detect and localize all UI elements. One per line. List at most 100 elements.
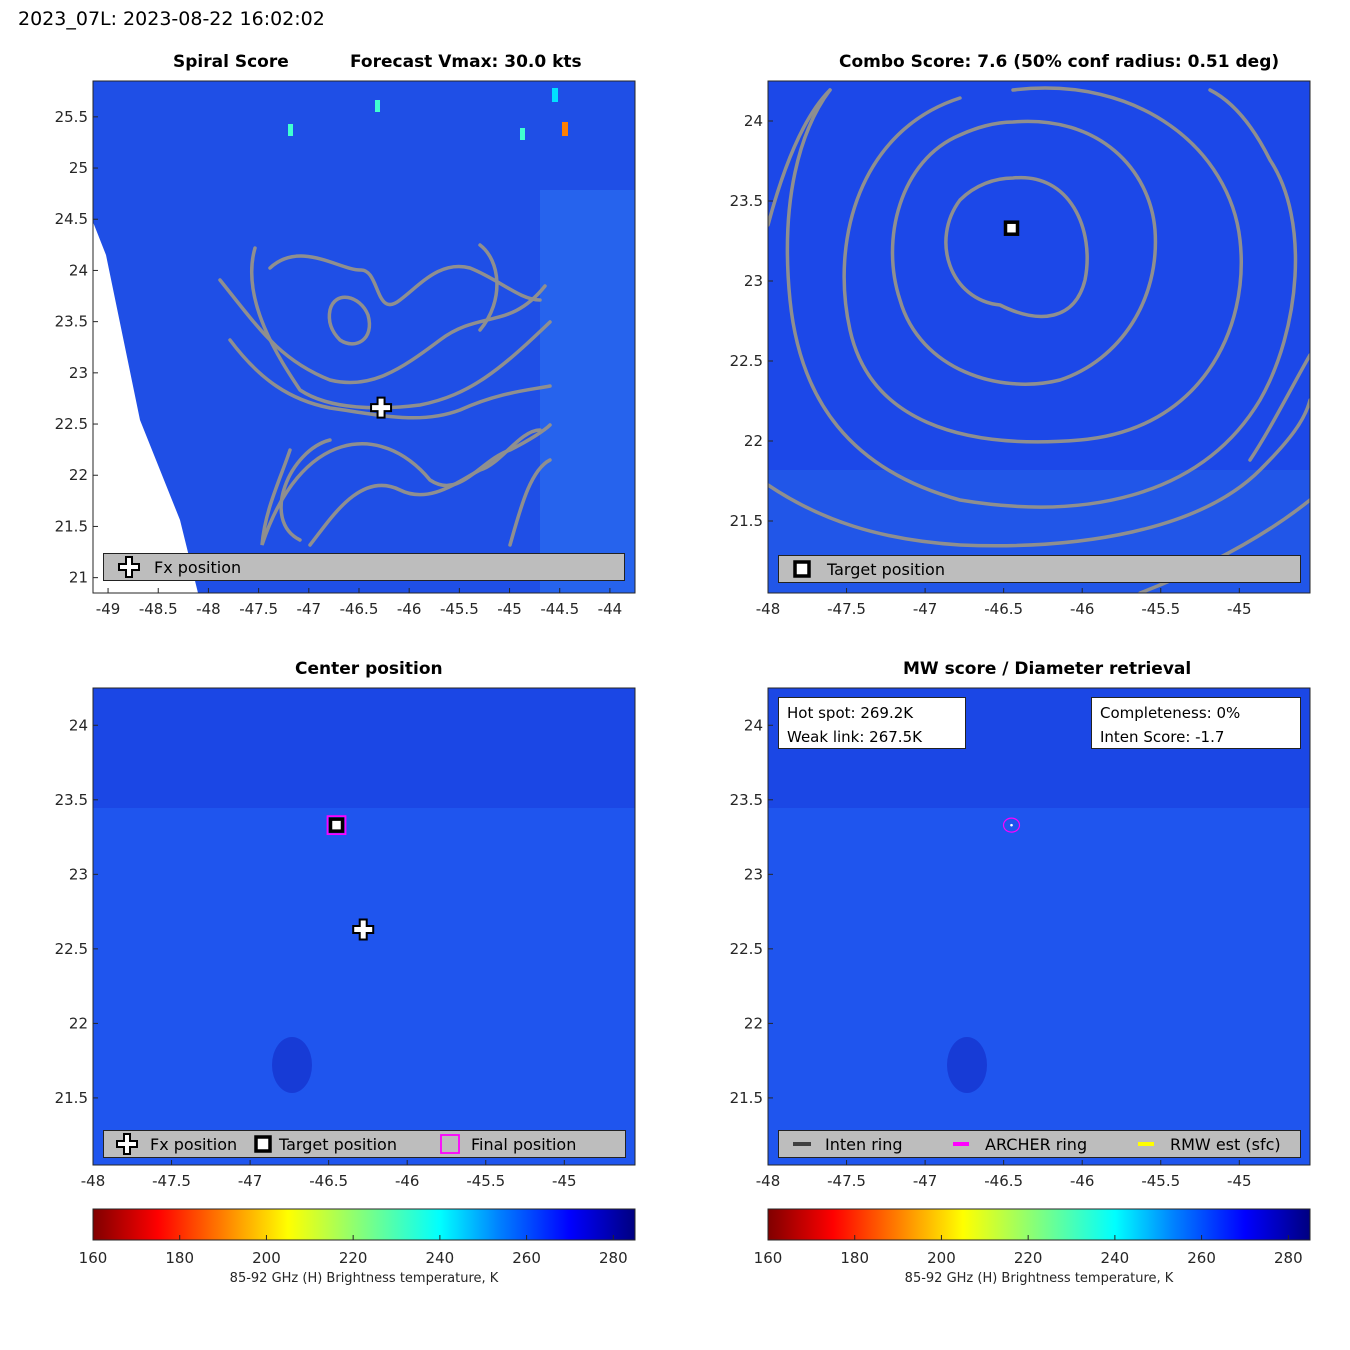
center-ytick-label: 22.5	[55, 940, 88, 958]
combo-ytick-label: 22.5	[730, 352, 763, 370]
spiral-ytick-label: 22.5	[55, 415, 88, 433]
colorbar-right-tick-label: 200	[927, 1249, 956, 1267]
mw-ytick-label: 23.5	[730, 791, 763, 809]
mw-ytick-label: 22	[744, 1014, 763, 1032]
center-xtick-label: -45	[552, 1172, 577, 1190]
mw-hotspot-box: Hot spot: 269.2K Weak link: 267.5K	[778, 697, 966, 749]
mw-axes-frame	[767, 687, 1311, 1166]
spiral-fx-position-marker	[370, 396, 393, 419]
combo-xtick-label: -46.5	[984, 600, 1023, 618]
spiral-hotspot-4	[288, 124, 293, 136]
center-legend-label-target: Target position	[279, 1134, 397, 1154]
combo-ytick-label: 24	[744, 112, 763, 130]
colorbar-right-tick-label: 180	[840, 1249, 869, 1267]
center-heatmap-cold-spot	[272, 1037, 312, 1093]
colorbar-right-tick-label: 260	[1187, 1249, 1216, 1267]
center-heatmap-dark-north	[93, 688, 635, 808]
colorbar-right-gradient	[767, 1208, 1311, 1241]
spiral-panel: -49 -48.5 -48 -47.5 -47 -46.5 -46 -45.5 -45 -44.5…	[55, 80, 636, 618]
mw-ytick-label: 23	[744, 865, 763, 883]
fx-position-marker	[370, 396, 393, 419]
target-position-legend-icon	[254, 1135, 272, 1153]
spiral-legend: Fx position	[103, 553, 625, 581]
combo-axes-frame	[767, 80, 1311, 594]
center-ytick-label: 23.5	[55, 791, 88, 809]
spiral-xtick-label: -45	[497, 600, 522, 618]
combo-xtick-label: -48	[756, 600, 781, 618]
center-legend: Fx position Target position Final positi…	[103, 1130, 626, 1158]
mw-legend-label-rmw: RMW est (sfc)	[1170, 1134, 1281, 1154]
fx-position-legend-icon	[118, 556, 140, 578]
mw-xtick-label: -48	[756, 1172, 781, 1190]
center-legend-label-fx: Fx position	[150, 1134, 238, 1154]
spiral-xtick-label: -46.5	[340, 600, 379, 618]
combo-xtick-label: -45.5	[1141, 600, 1180, 618]
combo-contours	[768, 86, 1310, 593]
spiral-axis-ticks: -49 -48.5 -48 -47.5 -47 -46.5 -46 -45.5 -45 -44.5…	[55, 108, 623, 618]
center-position-markers	[326, 815, 375, 941]
mw-xtick-label: -46	[1070, 1172, 1095, 1190]
spiral-contours	[218, 243, 552, 547]
combo-xtick-label: -47	[913, 600, 938, 618]
inten-ring-legend-icon	[793, 1142, 811, 1146]
spiral-title: Spiral Score	[173, 52, 289, 72]
spiral-ytick-label: 24	[69, 261, 88, 279]
mw-legend: Inten ring ARCHER ring RMW est (sfc)	[778, 1130, 1301, 1158]
mw-legend-item-archer: ARCHER ring	[953, 1135, 1138, 1154]
spiral-xtick-label: -45.5	[440, 600, 479, 618]
target-position-marker	[1003, 220, 1020, 236]
center-legend-item-target: Target position	[254, 1135, 439, 1154]
final-position-legend-icon	[440, 1134, 460, 1154]
mw-heatmap-cold-spot	[947, 1037, 987, 1093]
mw-xtick-label: -46.5	[984, 1172, 1023, 1190]
colorbar-right-tick-label: 240	[1101, 1249, 1130, 1267]
spiral-hotspot-2	[562, 122, 568, 136]
center-axis-ticks: -48 -47.5 -47 -46.5 -46 -45.5 -45 24 23.5 23 22.5 2…	[55, 716, 577, 1190]
colorbar-right-tick-label: 160	[754, 1249, 783, 1267]
archer-ring-center-dot	[1010, 823, 1013, 827]
center-axes-frame	[92, 687, 636, 1166]
mw-inten-score-text: Inten Score: -1.7	[1100, 728, 1225, 746]
combo-ytick-label: 23	[744, 272, 763, 290]
spiral-hotspot-5	[520, 128, 525, 140]
combo-target-position-marker	[1003, 220, 1020, 236]
center-xtick-label: -47.5	[152, 1172, 191, 1190]
combo-title: Combo Score: 7.6 (50% conf radius: 0.51 …	[839, 52, 1280, 72]
spiral-ytick-label: 23.5	[55, 313, 88, 331]
center-xtick-label: -46	[395, 1172, 420, 1190]
spiral-xtick-label: -48	[196, 600, 221, 618]
figure-title: 2023_07L: 2023-08-22 16:02:02	[18, 8, 325, 30]
spiral-heatmap-bright-east	[540, 190, 635, 593]
spiral-ytick-label: 21	[69, 569, 88, 587]
colorbar-left-tick-label: 220	[339, 1249, 368, 1267]
colorbar-right-ticks: 160 180 200 220 240 260 280	[754, 1235, 1303, 1267]
colorbar-left-tick-label: 260	[512, 1249, 541, 1267]
combo-ytick-label: 21.5	[730, 512, 763, 530]
colorbar-left-tick-label: 180	[165, 1249, 194, 1267]
combo-legend: Target position	[778, 555, 1301, 583]
mw-legend-label-inten: Inten ring	[825, 1134, 903, 1154]
mw-hot-spot-text: Hot spot: 269.2K	[787, 704, 914, 722]
center-xtick-label: -47	[238, 1172, 263, 1190]
mw-ytick-label: 21.5	[730, 1089, 763, 1107]
center-ytick-label: 21.5	[55, 1089, 88, 1107]
final-position-marker	[326, 815, 347, 836]
mw-ytick-label: 22.5	[730, 940, 763, 958]
spiral-legend-label-fx: Fx position	[154, 557, 242, 577]
spiral-xtick-label: -46	[397, 600, 422, 618]
center-legend-item-fx: Fx position	[114, 1131, 254, 1157]
spiral-ytick-label: 24.5	[55, 210, 88, 228]
target-position-legend-icon	[793, 560, 811, 578]
combo-axis-ticks: -48 -47.5 -47 -46.5 -46 -45.5 -45 24 23.5 23 22.5 2…	[730, 112, 1252, 618]
center-legend-label-final: Final position	[471, 1134, 577, 1154]
combo-ytick-label: 22	[744, 432, 763, 450]
mw-axis-ticks: -48 -47.5 -47 -46.5 -46 -45.5 -45 24 23.5 23 22.5 2…	[730, 716, 1252, 1190]
colorbar-left-tick-label: 200	[252, 1249, 281, 1267]
center-legend-item-final: Final position	[439, 1133, 576, 1155]
mw-xtick-label: -45	[1227, 1172, 1252, 1190]
spiral-ytick-label: 25.5	[55, 108, 88, 126]
mw-archer-ring	[1002, 817, 1021, 833]
combo-xtick-label: -46	[1070, 600, 1095, 618]
archer-ring-legend-icon	[953, 1142, 969, 1146]
